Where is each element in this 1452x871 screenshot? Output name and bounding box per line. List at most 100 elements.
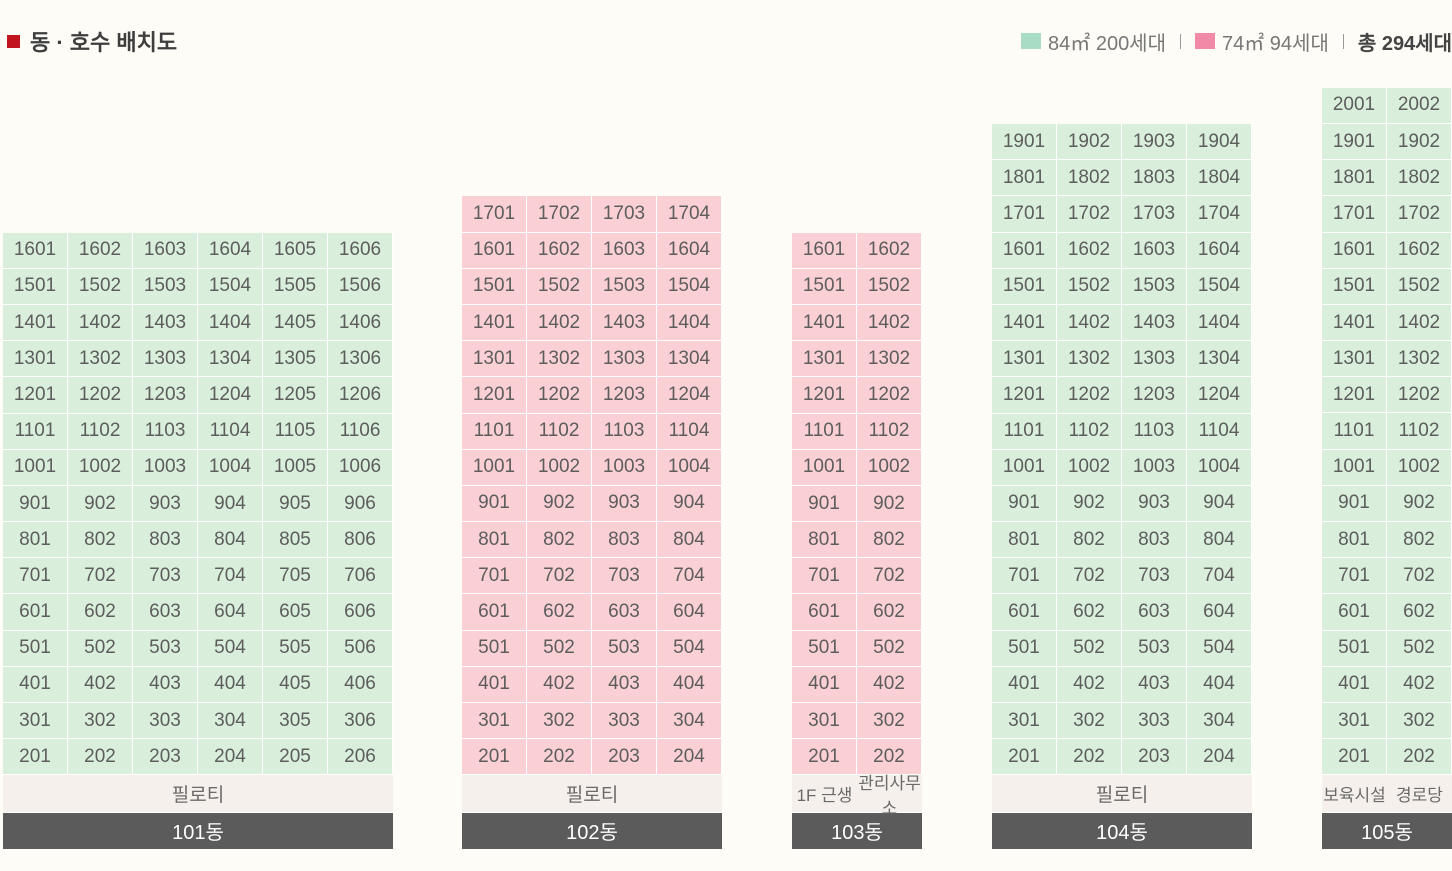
unit-cell: 1106 (328, 413, 393, 450)
unit-cell: 905 (263, 485, 328, 523)
unit-cell: 1301 (462, 341, 527, 378)
unit-cell: 701 (992, 558, 1057, 595)
unit-cell: 1102 (1057, 413, 1122, 450)
unit-cell: 1202 (527, 377, 592, 414)
unit-cell: 1201 (792, 377, 857, 414)
unit-cell: 1102 (527, 413, 592, 450)
unit-cell: 602 (1057, 594, 1122, 631)
unit-cell: 904 (1187, 485, 1252, 523)
ground-floor: 필로티 (462, 775, 722, 813)
unit-cell: 1503 (133, 268, 198, 305)
unit-cell: 302 (1057, 703, 1122, 740)
unit-cell: 1402 (857, 304, 922, 342)
unit-cell: 1502 (1057, 268, 1122, 305)
unit-cell: 1202 (68, 377, 133, 414)
unit-cell: 403 (133, 666, 198, 704)
unit-cell: 704 (198, 558, 263, 595)
unit-cell: 1605 (263, 232, 328, 269)
unit-cell: 803 (592, 522, 657, 559)
unit-cell: 1603 (1122, 232, 1187, 269)
unit-cell: 304 (657, 703, 722, 740)
unit-cell: 302 (527, 703, 592, 740)
unit-cell: 702 (1057, 558, 1122, 595)
unit-cell: 501 (462, 630, 527, 667)
page-title: 동 · 호수 배치도 (7, 24, 177, 58)
unit-cell: 403 (1122, 666, 1187, 703)
unit-cell: 901 (1322, 485, 1387, 523)
unit-cell: 401 (1322, 666, 1387, 703)
unit-cell: 1004 (1187, 449, 1252, 486)
unit-cell: 1402 (1057, 304, 1122, 342)
ground-floor-label: 관리사무소 (858, 773, 921, 818)
unit-cell: 1303 (133, 341, 198, 378)
unit-cell: 202 (68, 739, 133, 776)
legend-label-74: 74㎡ 94세대 (1222, 32, 1329, 55)
unit-cell: 201 (992, 739, 1057, 776)
unit-cell: 605 (263, 594, 328, 631)
unit-cell: 402 (527, 666, 592, 704)
unit-cell: 1201 (3, 377, 68, 414)
building-name: 102동 (462, 812, 722, 849)
unit-cell: 1704 (1187, 196, 1252, 233)
unit-cell: 801 (462, 522, 527, 559)
unit-cell: 1506 (328, 268, 393, 305)
unit-cell: 1301 (3, 341, 68, 378)
unit-cell: 1501 (3, 268, 68, 305)
unit-cell: 402 (1387, 666, 1452, 703)
unit-cell: 406 (328, 666, 393, 704)
unit-cell: 1402 (527, 304, 592, 342)
unit-cell: 1401 (462, 304, 527, 342)
unit-cell: 903 (133, 485, 198, 523)
unit-cell: 1302 (1387, 341, 1452, 378)
unit-cell: 802 (68, 522, 133, 559)
unit-cell: 802 (1387, 522, 1452, 559)
unit-cell: 702 (857, 558, 922, 595)
building-2: 1701 1702 1703 1704 1601 1602 1603 1604 1501 1502… (462, 196, 722, 849)
unit-cell: 1102 (1387, 413, 1452, 450)
unit-cell: 602 (68, 594, 133, 631)
unit-cell: 902 (857, 485, 922, 523)
unit-cell: 601 (462, 594, 527, 631)
building-name: 105동 (1322, 812, 1452, 849)
legend-label-84: 84㎡ 200세대 (1048, 32, 1166, 55)
unit-cell: 203 (133, 739, 198, 776)
unit-cell: 1002 (857, 449, 922, 486)
unit-cell: 601 (992, 594, 1057, 631)
unit-cell: 901 (462, 485, 527, 523)
unit-cell: 1401 (792, 304, 857, 342)
unit-cell: 1902 (1387, 123, 1452, 161)
unit-cell: 303 (1122, 703, 1187, 740)
unit-cell: 204 (1187, 739, 1252, 776)
unit-cell: 1203 (1122, 377, 1187, 414)
unit-cell: 303 (592, 703, 657, 740)
unit-cell: 1005 (263, 449, 328, 486)
legend-total: 총 294세대 (1357, 32, 1452, 55)
unit-cell: 1302 (68, 341, 133, 378)
square-bullet-icon (7, 34, 20, 48)
unit-cell: 201 (462, 739, 527, 776)
unit-cell: 1404 (1187, 304, 1252, 342)
unit-cell: 1302 (857, 341, 922, 378)
unit-cell: 1402 (1387, 304, 1452, 342)
unit-cell: 1401 (992, 304, 1057, 342)
unit-cell: 402 (1057, 666, 1122, 703)
unit-cell: 1002 (1387, 449, 1452, 486)
unit-cell: 505 (263, 630, 328, 667)
unit-cell: 1103 (592, 413, 657, 450)
unit-cell: 304 (1187, 703, 1252, 740)
unit-cell: 802 (527, 522, 592, 559)
unit-cell: 1104 (657, 413, 722, 450)
unit-cell: 1502 (857, 268, 922, 305)
unit-cell: 702 (68, 558, 133, 595)
unit-cell: 206 (328, 739, 393, 776)
unit-cell: 1202 (1387, 377, 1452, 414)
unit-cell: 903 (592, 485, 657, 523)
unit-cell: 1503 (592, 268, 657, 305)
unit-cell: 1302 (527, 341, 592, 378)
unit-cell: 602 (857, 594, 922, 631)
unit-cell: 1603 (133, 232, 198, 269)
unit-cell: 301 (1322, 702, 1387, 740)
ground-floor: 보육시설 경로당 (1322, 775, 1452, 813)
unit-cell: 1601 (1322, 232, 1387, 269)
unit-cell: 1401 (1322, 304, 1387, 342)
